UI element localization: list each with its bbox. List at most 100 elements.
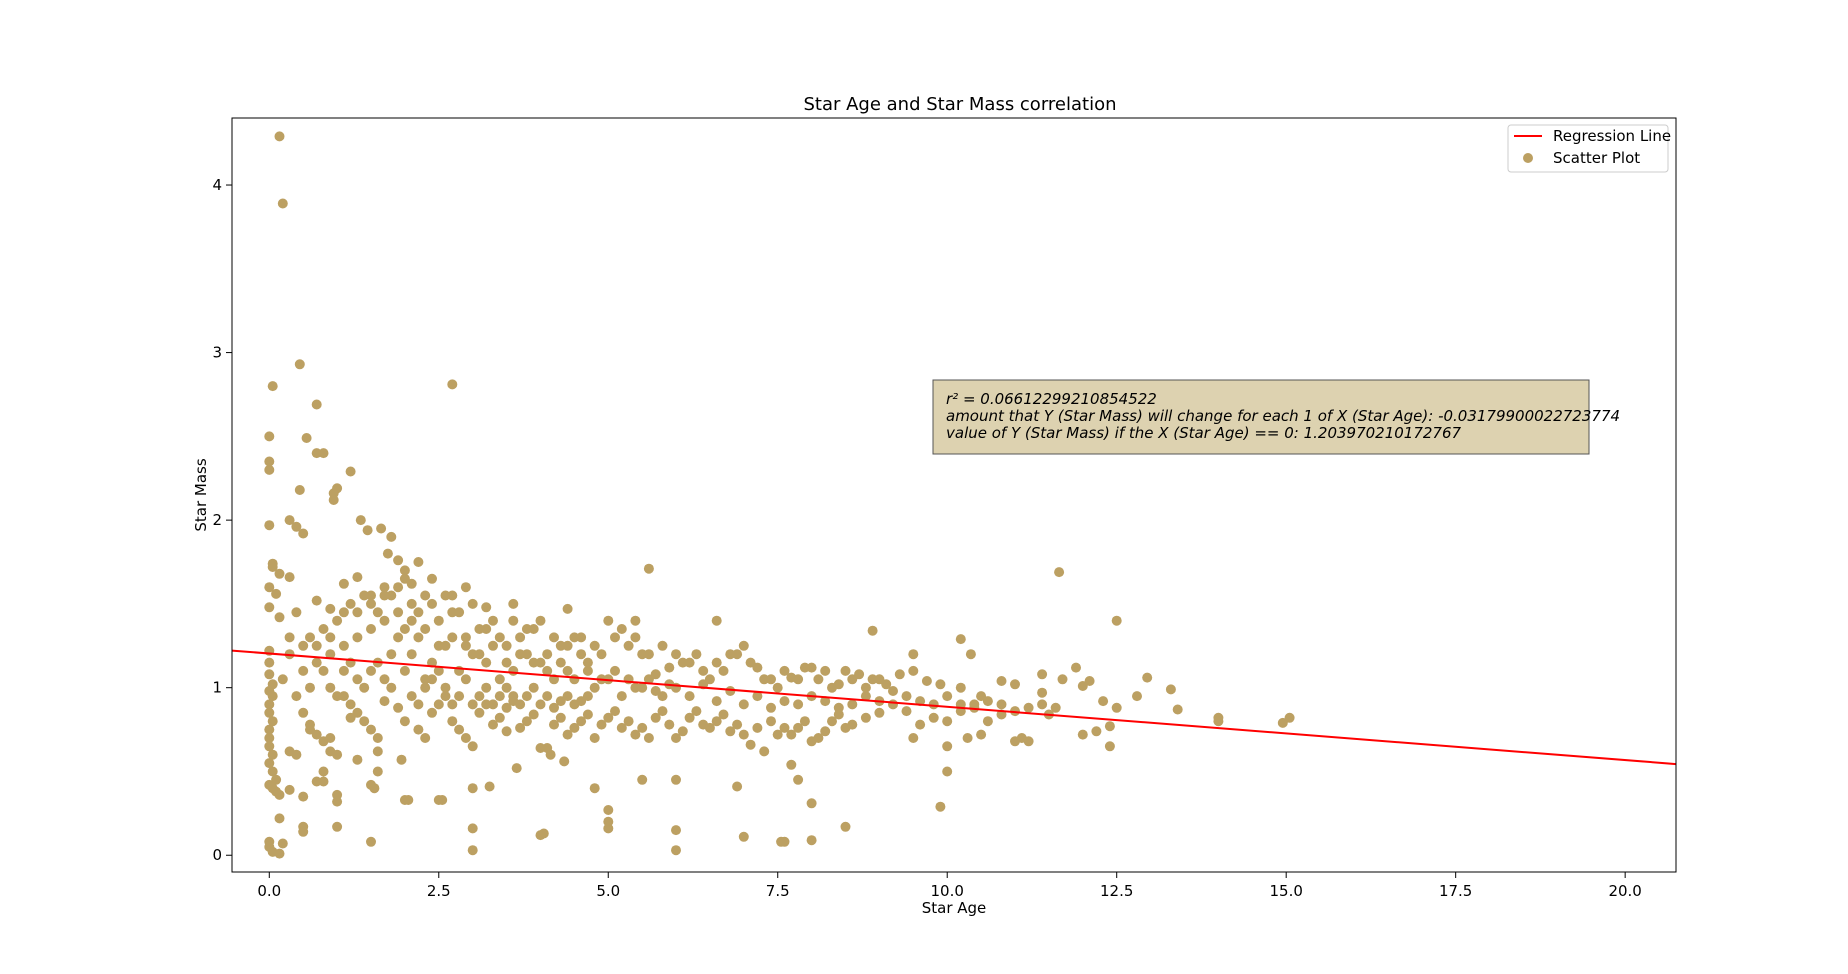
scatter-point: [413, 557, 424, 567]
scatter-point: [467, 783, 478, 794]
scatter-point: [965, 649, 976, 660]
scatter-point: [379, 615, 390, 626]
scatter-point: [874, 674, 885, 685]
scatter-point: [508, 615, 519, 626]
scatter-point: [657, 640, 668, 651]
scatter-point: [474, 707, 485, 718]
scatter-point: [508, 598, 519, 609]
scatter-point: [1010, 706, 1020, 717]
scatter-point: [501, 702, 512, 713]
scatter-point: [274, 848, 285, 859]
scatter-point: [318, 776, 329, 787]
scatter-point: [488, 640, 498, 651]
y-tick-label: 1: [212, 679, 222, 697]
scatter-point: [406, 691, 417, 702]
scatter-point: [311, 640, 322, 651]
scatter-point: [362, 525, 373, 536]
scatter-point: [582, 709, 593, 720]
scatter-point: [915, 719, 926, 730]
scatter-point: [542, 649, 553, 660]
scatter-point: [413, 699, 424, 710]
scatter-point: [1132, 691, 1142, 702]
scatter-point: [420, 590, 431, 601]
scatter-point: [298, 826, 309, 837]
scatter-point: [969, 702, 980, 713]
scatter-point: [840, 821, 851, 832]
scatter-point: [671, 845, 681, 856]
scatter-point: [372, 766, 383, 777]
scatter-point: [521, 716, 532, 727]
scatter-point: [732, 781, 743, 792]
scatter-point: [793, 774, 804, 785]
scatter-point: [359, 682, 370, 693]
scatter-point: [860, 712, 871, 723]
scatter-point: [806, 798, 817, 809]
scatter-point: [494, 712, 505, 723]
scatter-point: [928, 712, 939, 723]
scatter-point: [460, 733, 471, 743]
scatter-point: [277, 198, 288, 209]
scatter-point: [454, 724, 465, 735]
scatter-point: [1142, 672, 1153, 683]
scatter-point: [582, 665, 593, 676]
scatter-point: [352, 632, 363, 643]
scatter-point: [274, 568, 285, 579]
scatter-point: [305, 682, 315, 693]
scatter-point: [274, 813, 285, 824]
scatter-point: [1165, 684, 1176, 695]
scatter-point: [820, 665, 831, 676]
scatter-point: [589, 682, 600, 693]
scatter-point: [332, 691, 343, 702]
scatter-point: [732, 719, 743, 730]
scatter-point: [637, 682, 648, 693]
scatter-point: [277, 674, 288, 685]
scatter-point: [738, 699, 749, 710]
scatter-point: [301, 433, 312, 443]
x-tick-label: 10.0: [931, 882, 964, 900]
legend: Regression Line Scatter Plot: [1507, 124, 1671, 173]
scatter-point: [386, 682, 397, 693]
scatter-point: [460, 632, 471, 643]
scatter-point: [589, 733, 600, 743]
scatter-point: [440, 691, 451, 702]
scatter-point: [474, 649, 485, 660]
scatter-point: [386, 649, 397, 660]
scatter-point: [305, 632, 315, 643]
scatter-point: [284, 515, 295, 526]
scatter-point: [325, 733, 336, 743]
scatter-point: [528, 657, 539, 668]
scatter-point: [610, 632, 620, 643]
scatter-point: [582, 691, 593, 702]
scatter-point: [596, 649, 607, 660]
scatter-point: [328, 495, 339, 505]
scatter-point: [1104, 741, 1115, 752]
annotation-slope: amount that Y (Star Mass) will change fo…: [946, 407, 1620, 425]
scatter-point: [460, 674, 471, 685]
scatter-point: [372, 746, 383, 757]
scatter-point: [955, 634, 966, 645]
scatter-point: [847, 719, 858, 730]
scatter-point: [406, 598, 417, 609]
scatter-point: [569, 722, 580, 733]
scatter-point: [481, 602, 492, 613]
scatter-point: [874, 707, 885, 718]
scatter-point: [264, 699, 275, 710]
scatter-point: [264, 464, 275, 475]
scatter-point: [440, 682, 451, 693]
scatter-point: [332, 821, 343, 832]
scatter-point: [562, 691, 573, 702]
scatter-point: [840, 665, 851, 676]
scatter-point: [271, 588, 282, 599]
scatter-point: [501, 657, 512, 668]
scatter-point: [338, 640, 349, 651]
scatter-point: [454, 691, 465, 702]
scatter-point: [325, 682, 336, 693]
scatter-point: [576, 716, 587, 727]
scatter-point: [267, 691, 278, 702]
scatter-point: [372, 733, 383, 743]
scatter-point: [440, 590, 451, 601]
scatter-point: [962, 733, 973, 743]
x-tick-label: 15.0: [1269, 882, 1302, 900]
scatter-point: [481, 624, 492, 634]
scatter-point: [274, 789, 285, 800]
